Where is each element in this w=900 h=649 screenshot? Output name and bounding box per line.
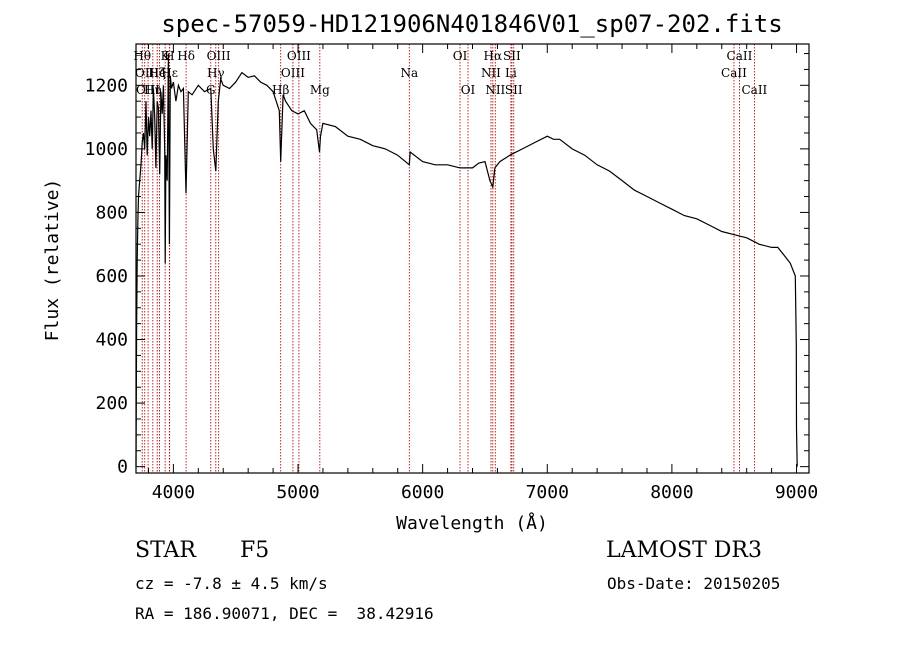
y-axis-label: Flux (relative) — [42, 179, 63, 342]
line-marker-label: CaII — [741, 83, 767, 97]
line-marker-label: SII — [503, 49, 521, 63]
line-marker-label: SII — [505, 83, 523, 97]
coordinates: RA = 186.90071, DEC = 38.42916 — [135, 604, 434, 623]
line-marker-label: Hδ — [177, 49, 195, 63]
line-marker-label: OI — [461, 83, 476, 97]
x-tick-label: 7000 — [526, 482, 569, 503]
line-marker-label: Hγ — [207, 66, 225, 80]
y-tick-label: 400 — [95, 330, 128, 351]
chart-title: spec-57059-HD121906N401846V01_sp07-202.f… — [161, 10, 782, 38]
line-marker-label: Na — [400, 66, 418, 80]
line-marker-label: Mg — [310, 83, 330, 97]
x-tick-label: 4000 — [152, 482, 195, 503]
spectral-subclass: F5 — [240, 538, 269, 563]
y-axis-ticks: 0 200 400 600 800 1000 1200 — [85, 54, 809, 478]
line-marker-label: OIII — [281, 66, 305, 80]
redshift-readout: cz = -7.8 ± 4.5 km/s — [135, 574, 328, 593]
line-marker-label: NII — [481, 66, 501, 80]
y-tick-label: 200 — [95, 393, 128, 414]
line-marker-label: Hα — [484, 49, 503, 63]
line-marker-label: OI — [453, 49, 468, 63]
x-axis-ticks: 4000 5000 6000 7000 8000 9000 — [148, 44, 818, 503]
object-class: STAR — [135, 538, 196, 563]
line-marker-label: OIII — [207, 49, 231, 63]
x-tick-label: 5000 — [276, 482, 319, 503]
obs-date: Obs-Date: 20150205 — [607, 574, 780, 593]
y-tick-label: 800 — [95, 202, 128, 223]
survey-name: LAMOST DR3 — [606, 538, 762, 563]
x-tick-label: 8000 — [650, 482, 693, 503]
x-tick-label: 6000 — [401, 482, 444, 503]
line-marker-label: Hε — [161, 66, 178, 80]
line-marker-label: Li — [505, 66, 517, 80]
x-axis-label: Wavelength (Å) — [396, 512, 548, 534]
y-tick-label: 1000 — [85, 139, 128, 160]
line-marker-labels: HθOIIOIIIHηHζHeIKHHεHδGHγOIIIHβOIIIOIIIM… — [133, 49, 767, 97]
line-marker-label: CaII — [721, 66, 747, 80]
line-marker-label: OIII — [287, 49, 311, 63]
line-marker-label: CaII — [727, 49, 753, 63]
y-tick-label: 1200 — [85, 75, 128, 96]
y-tick-label: 600 — [95, 266, 128, 287]
y-tick-label: 0 — [117, 457, 128, 478]
x-tick-label: 9000 — [775, 482, 818, 503]
line-markers — [142, 44, 754, 473]
plot-frame — [136, 44, 809, 473]
spectrum-line — [136, 54, 797, 467]
line-marker-label: NII — [485, 83, 505, 97]
